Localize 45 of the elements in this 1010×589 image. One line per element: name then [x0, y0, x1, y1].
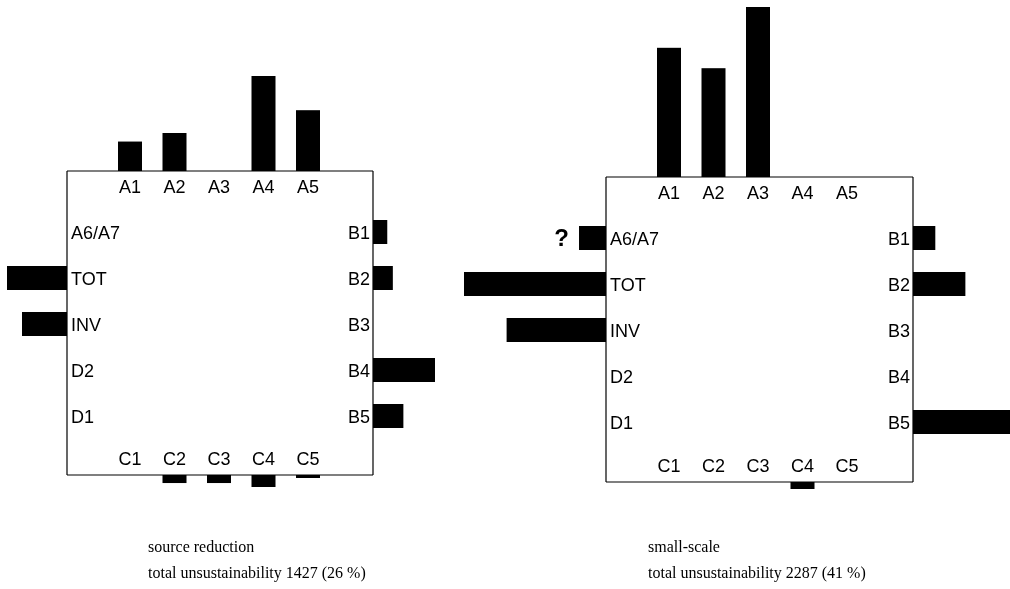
- y-tick-label: B1: [887, 229, 910, 249]
- annotation: ?: [554, 224, 570, 251]
- y-tick-label: B5: [347, 407, 370, 427]
- y-tick-label: TOT: [610, 275, 646, 295]
- y-tick-label: B5: [887, 413, 910, 433]
- y-tick-label: D2: [71, 361, 95, 381]
- x-tick-label: C3: [207, 449, 231, 469]
- x-tick-label: C3: [746, 456, 770, 476]
- x-tick-label: A5: [296, 177, 320, 197]
- y-tick-label: B4: [347, 361, 370, 381]
- x-tick-label: C4: [251, 449, 276, 469]
- text: total unsustainability 2287 (41 %): [648, 564, 866, 582]
- x-tick-label: C1: [118, 449, 142, 469]
- x-tick-label: A4: [252, 177, 275, 197]
- y-tick-label: INV: [610, 321, 641, 341]
- x-tick-label: C5: [835, 456, 859, 476]
- y-tick-label: D2: [610, 367, 634, 387]
- x-tick-label: C2: [701, 456, 726, 476]
- y-tick-label: B3: [347, 315, 370, 335]
- text: small-scale: [648, 538, 720, 555]
- y-tick-label: A6/A7: [71, 223, 121, 243]
- y-tick-label: B4: [887, 367, 910, 387]
- y-tick-label: B2: [347, 269, 370, 289]
- y-tick-label: B1: [347, 223, 370, 243]
- x-tick-label: A4: [791, 183, 814, 203]
- x-tick-label: A1: [657, 183, 681, 203]
- x-tick-label: A2: [702, 183, 725, 203]
- y-tick-label: D1: [71, 407, 95, 427]
- x-tick-label: C4: [790, 456, 815, 476]
- text: source reduction: [148, 538, 255, 555]
- x-tick-label: A3: [207, 177, 231, 197]
- y-tick-label: B2: [887, 275, 910, 295]
- x-tick-label: C1: [657, 456, 681, 476]
- y-tick-label: A6/A7: [610, 229, 660, 249]
- x-tick-label: C2: [162, 449, 187, 469]
- x-tick-label: A2: [163, 177, 186, 197]
- y-tick-label: INV: [71, 315, 102, 335]
- x-tick-label: A3: [746, 183, 770, 203]
- y-tick-label: TOT: [71, 269, 107, 289]
- y-tick-label: D1: [610, 413, 634, 433]
- x-tick-label: A5: [835, 183, 859, 203]
- x-tick-label: A1: [118, 177, 142, 197]
- text: total unsustainability 1427 (26 %): [148, 564, 366, 582]
- x-tick-label: C5: [296, 449, 320, 469]
- y-tick-label: B3: [887, 321, 910, 341]
